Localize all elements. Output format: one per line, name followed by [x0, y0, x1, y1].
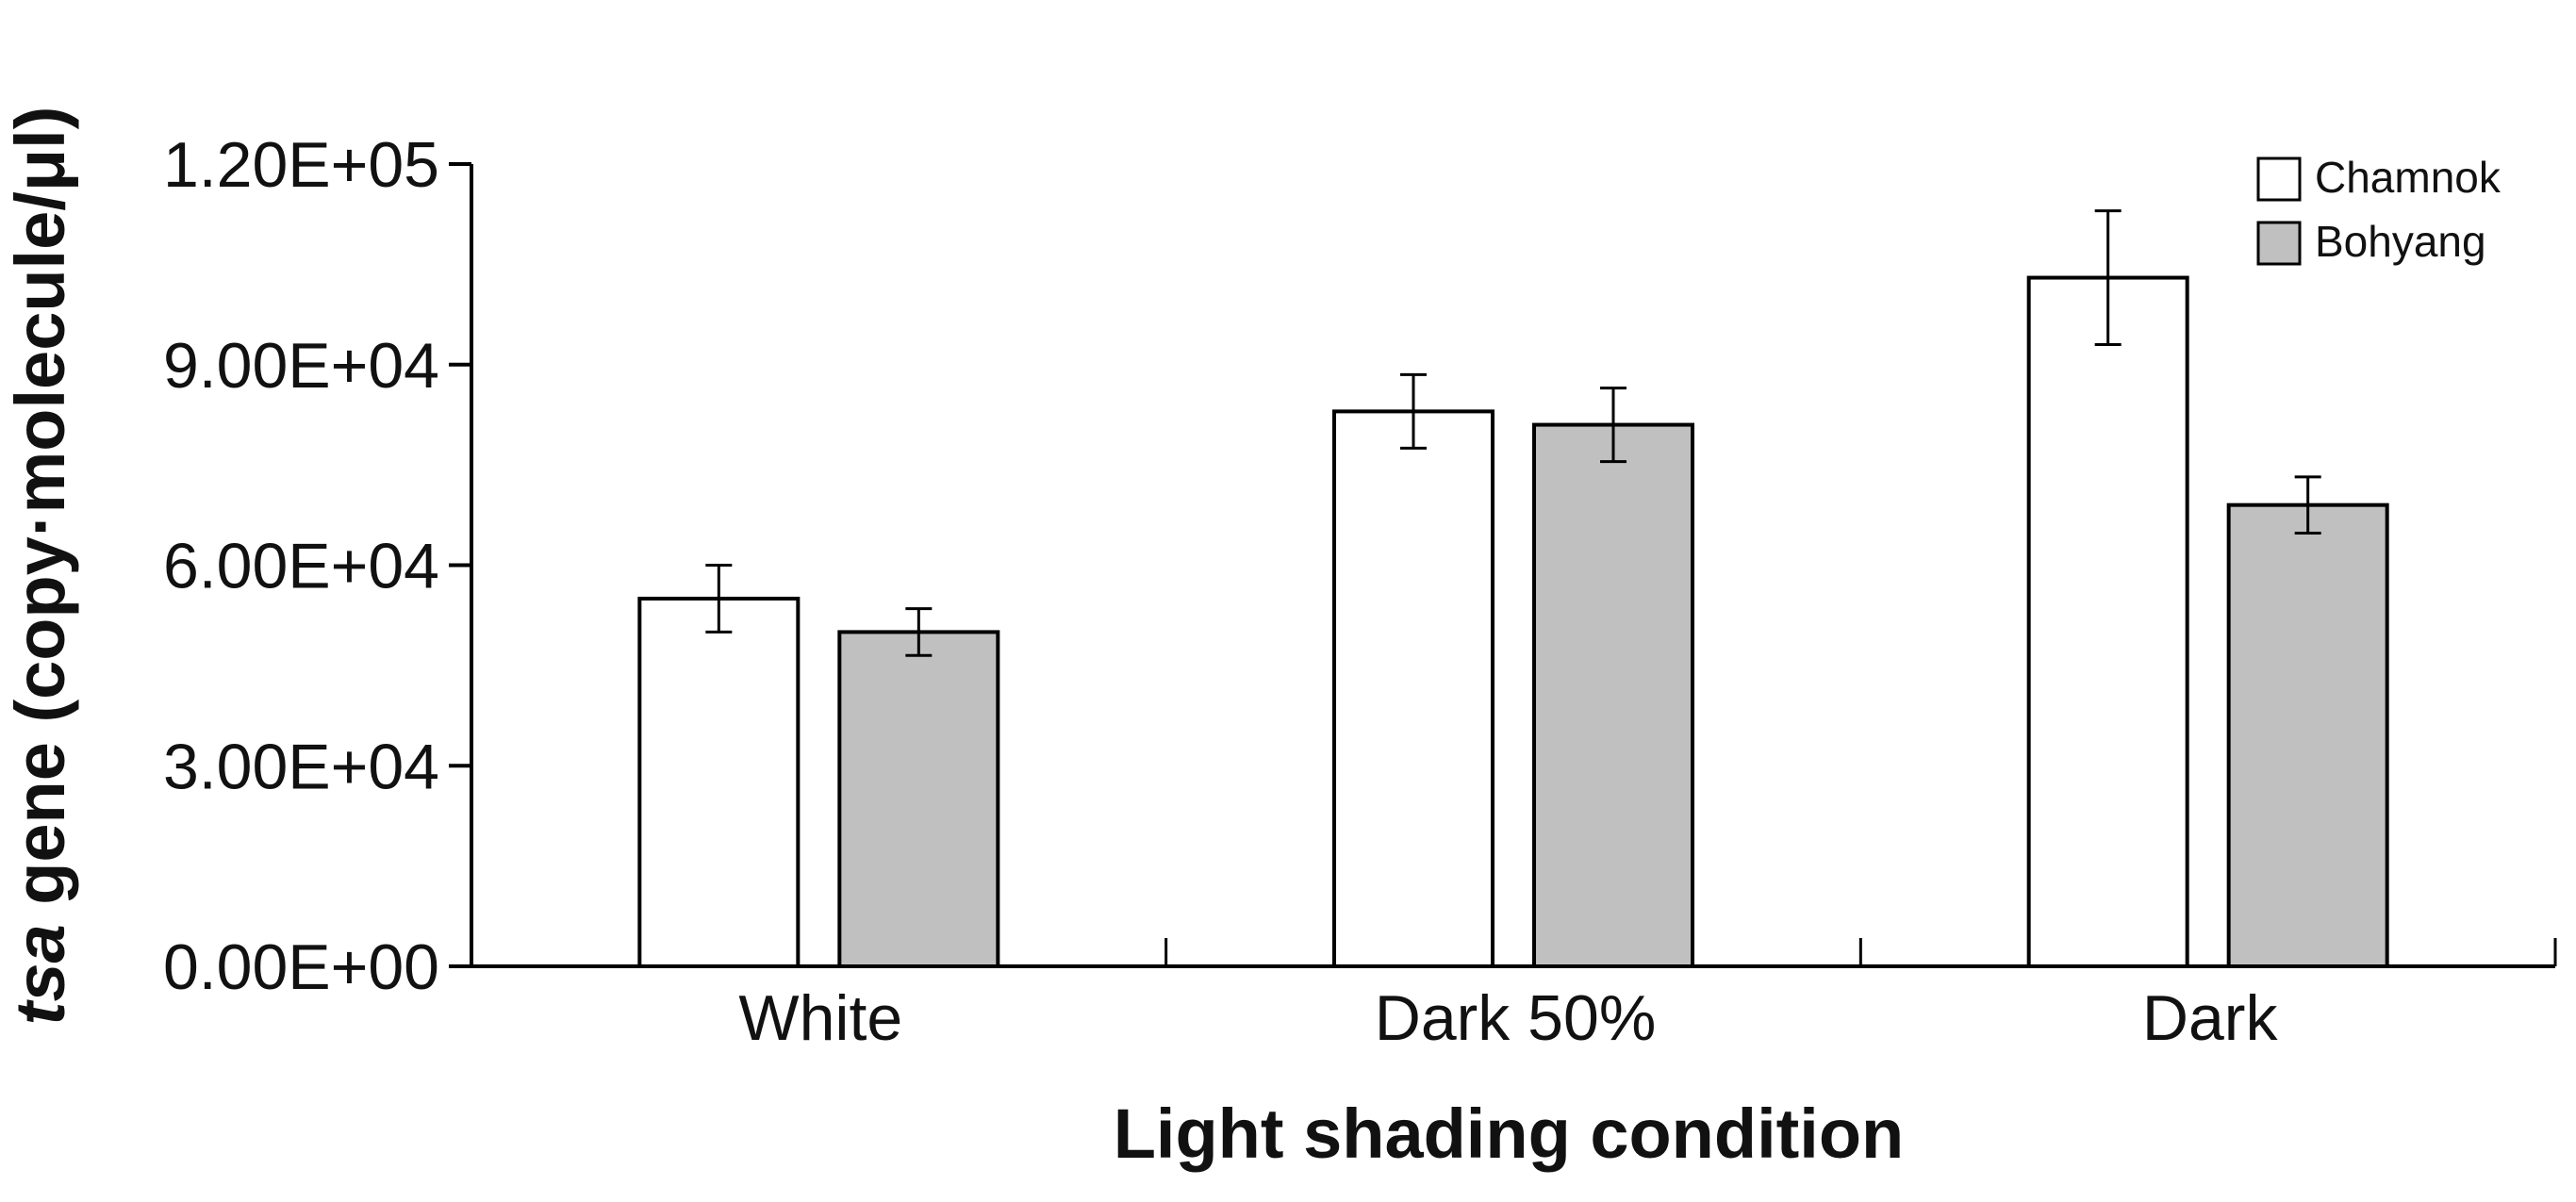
- legend-swatch-chamnok: [2256, 156, 2302, 202]
- category-label: Dark 50%: [1375, 982, 1657, 1054]
- y-tick-label: 9.00E+04: [163, 330, 439, 402]
- y-tick-label: 3.00E+04: [163, 731, 439, 802]
- category-label: Dark: [2142, 982, 2279, 1054]
- y-axis-title: tsa gene (copy·molecule/μl): [1, 107, 79, 1026]
- bar-bohyang: [837, 630, 1000, 969]
- y-tick-label: 6.00E+04: [163, 531, 439, 602]
- error-bars: [705, 209, 2321, 657]
- category-labels: White Dark 50% Dark: [738, 982, 2278, 1054]
- legend-label-bohyang: Bohyang: [2315, 217, 2486, 266]
- x-ticks: [1164, 938, 2557, 966]
- bar-bohyang: [2226, 502, 2389, 968]
- category-label: White: [738, 982, 902, 1054]
- y-tick-label: 0.00E+00: [163, 931, 439, 1003]
- y-axis-title-rest: gene (copy·molecule/μl): [1, 107, 79, 925]
- bars: [637, 275, 2389, 969]
- legend: Chamnok Bohyang: [2256, 153, 2502, 266]
- x-axis-title: Light shading condition: [1114, 1095, 1905, 1173]
- bar-chamnok: [2026, 275, 2189, 968]
- legend-label-chamnok: Chamnok: [2315, 153, 2502, 202]
- bar-chamnok: [637, 596, 801, 968]
- bar-bohyang: [1532, 422, 1694, 968]
- y-tick-label: 1.20E+05: [163, 129, 439, 201]
- legend-swatch-bohyang: [2256, 221, 2302, 266]
- bar-chamnok: [1332, 409, 1494, 968]
- y-ticks: 0.00E+00 3.00E+04 6.00E+04 9.00E+04 1.20E+05: [163, 129, 471, 1003]
- y-axis-title-italic: tsa: [1, 924, 79, 1025]
